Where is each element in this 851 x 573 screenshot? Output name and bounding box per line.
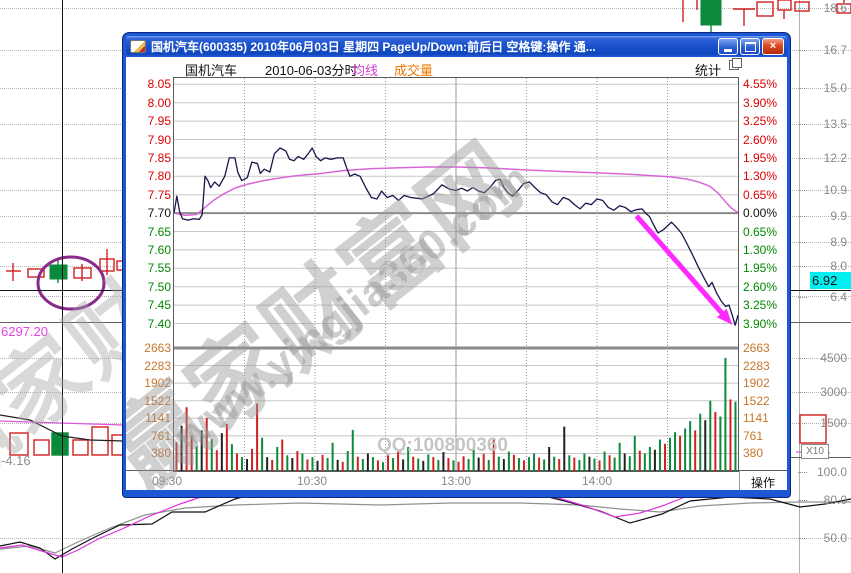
axis-label: 1902 [743,376,770,391]
window-titlebar[interactable]: 国机汽车(600335) 2010年06月03日 星期四 PageUp/Down… [126,36,787,57]
axis-label: 7.45 [147,298,171,313]
axis-label: 7.55 [147,261,171,276]
axis-label: 7.70 [147,206,171,221]
axis-label: 7.90 [147,132,171,147]
axis-label: 8.00 [147,95,171,110]
axis-label: 0.65% [743,224,778,239]
background-axis-label: 13.5 [823,117,847,131]
axis-label: 2283 [144,358,171,373]
background-axis-label: 8.9 [830,235,847,249]
background-axis-label: 1500 [820,416,847,430]
axis-label: 7.75 [147,187,171,202]
background-axis-label: 16.7 [823,43,847,57]
intraday-chart-canvas [173,78,739,471]
background-axis-label: 80.0 [823,493,847,507]
window-controls: × [716,38,784,55]
axis-label: 1902 [144,376,171,391]
axis-label: 2663 [743,341,770,355]
axis-label: 7.85 [147,150,171,165]
axis-label: 0.65% [743,187,778,202]
axis-label: 1141 [743,411,769,426]
crosshair-vertical-line [62,0,63,573]
axis-label: 2.60% [743,279,778,294]
axis-label: 3.25% [743,298,778,313]
axis-label: 761 [150,428,171,443]
crosshair-price-tag: 6.92 [810,272,851,289]
axis-label: 7.50 [147,279,171,294]
axis-label: 7.60 [147,242,171,257]
stock-name: 国机汽车 [185,63,238,78]
background-axis-label: 50.0 [823,531,847,545]
time-tick-label: 14:00 [581,474,613,488]
axis-label: 1.95% [743,261,778,276]
time-tick-label: 09:30 [151,474,183,488]
time-axis: 09:30 10:30 13:00 14:00 操作 [126,470,787,490]
background-axis-label: 3000 [820,385,847,399]
ma-legend[interactable]: 均线 [352,63,379,78]
time-axis-divider [739,471,740,490]
axis-label: 1522 [144,393,171,408]
background-axis-label: 10.9 [823,183,847,197]
axis-label: 7.65 [147,224,171,239]
background-axis-label: 8.0 [830,259,847,273]
intraday-chart[interactable] [173,77,739,472]
background-axis-label: 9.9 [830,209,847,223]
close-icon: × [769,40,777,52]
axis-label: 8.05 [147,77,171,92]
maximize-button[interactable] [740,38,760,55]
minimize-icon [724,48,732,52]
background-axis-label: 15.0 [823,81,847,95]
axis-label: 1.30% [743,169,778,184]
axis-label: 380 [150,446,171,461]
volume-legend[interactable]: 成交量 [394,63,434,78]
axis-label: 2283 [743,358,770,373]
app-icon [130,40,146,53]
minimize-button[interactable] [718,38,738,55]
left-indicator-tag: -4.16 [1,453,31,468]
axis-label: 380 [743,446,764,461]
chart-date-mode: 2010-06-03分时 [265,63,358,78]
axis-label: 7.95 [147,114,171,129]
axis-label: 3.25% [743,114,778,129]
background-axis-label: 6.4 [830,290,847,304]
axis-label: 7.40 [147,316,171,331]
action-button[interactable]: 操作 [750,476,775,490]
axis-label: 0.00% [743,206,778,221]
axis-label: 1.95% [743,150,778,165]
maximize-icon [744,41,756,52]
axis-label: 1.30% [743,242,778,257]
close-button[interactable]: × [762,38,784,55]
left-price-tag: 6297.20 [1,324,48,339]
background-axis-label: 12.2 [823,151,847,165]
background-axis-line [799,0,800,573]
axis-label: 1141 [145,411,171,426]
background-axis-label: 4500 [820,351,847,365]
chart-header: 国机汽车 2010-06-03分时 均线 成交量 统计 [126,57,787,78]
axis-label: 761 [743,428,764,443]
axis-label: 2663 [144,341,171,355]
axis-label: 2.60% [743,132,778,147]
axis-label: 1522 [743,393,770,408]
restore-icon[interactable] [729,58,742,70]
background-axis-label: 18.6 [823,1,847,15]
time-tick-label: 10:30 [296,474,328,488]
window-title: 国机汽车(600335) 2010年06月03日 星期四 PageUp/Down… [151,40,596,54]
background-axis-label: 100.0 [816,465,847,479]
intraday-chart-window: 国机汽车(600335) 2010年06月03日 星期四 PageUp/Down… [123,33,790,497]
stats-button[interactable]: 统计 [695,63,722,78]
axis-label: 3.90% [743,316,778,331]
axis-label: 7.80 [147,169,171,184]
axis-label: 4.55% [743,77,778,92]
time-tick-label: 13:00 [440,474,472,488]
axis-label: 3.90% [743,95,778,110]
volume-multiplier-label: X10 [801,444,829,459]
